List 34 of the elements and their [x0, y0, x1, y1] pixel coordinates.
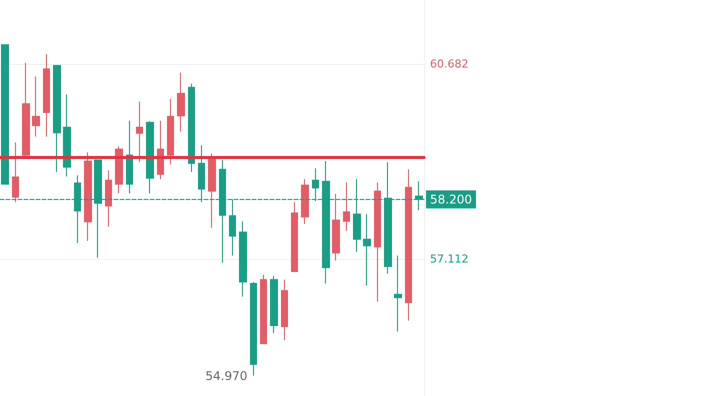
candlestick — [239, 220, 247, 298]
candlestick — [53, 65, 61, 173]
candlestick — [208, 152, 216, 228]
candlestick — [167, 98, 174, 165]
annotation: 54.970 — [205, 368, 248, 383]
candlestick — [260, 274, 267, 344]
candlestick — [177, 72, 185, 132]
candlestick — [115, 146, 123, 194]
candlestick — [291, 202, 298, 272]
candlestick — [332, 193, 340, 262]
candlestick — [343, 182, 350, 232]
candlestick — [270, 275, 278, 334]
candlestick — [281, 279, 288, 341]
candlestick — [374, 182, 381, 302]
candlestick — [146, 120, 154, 194]
candlestick — [188, 83, 195, 173]
candlestick — [105, 170, 112, 228]
candlestick — [32, 76, 40, 138]
candlestick — [12, 142, 19, 203]
candlestick — [394, 255, 402, 332]
candlestick — [43, 54, 50, 138]
candlestick — [405, 168, 412, 322]
candlestick — [1, 44, 9, 185]
candlestick — [301, 178, 309, 224]
y-tick-label: 57.112 — [430, 252, 468, 266]
candlestick — [250, 281, 257, 376]
candlestick — [84, 152, 92, 242]
ref-line-label: 58.200 — [430, 192, 472, 206]
candlestick — [363, 214, 371, 286]
candlestick — [136, 101, 143, 163]
candlestick — [22, 62, 30, 157]
candlestick — [126, 120, 133, 194]
y-tick-label: 60.682 — [430, 57, 468, 70]
candlestick — [63, 94, 71, 177]
